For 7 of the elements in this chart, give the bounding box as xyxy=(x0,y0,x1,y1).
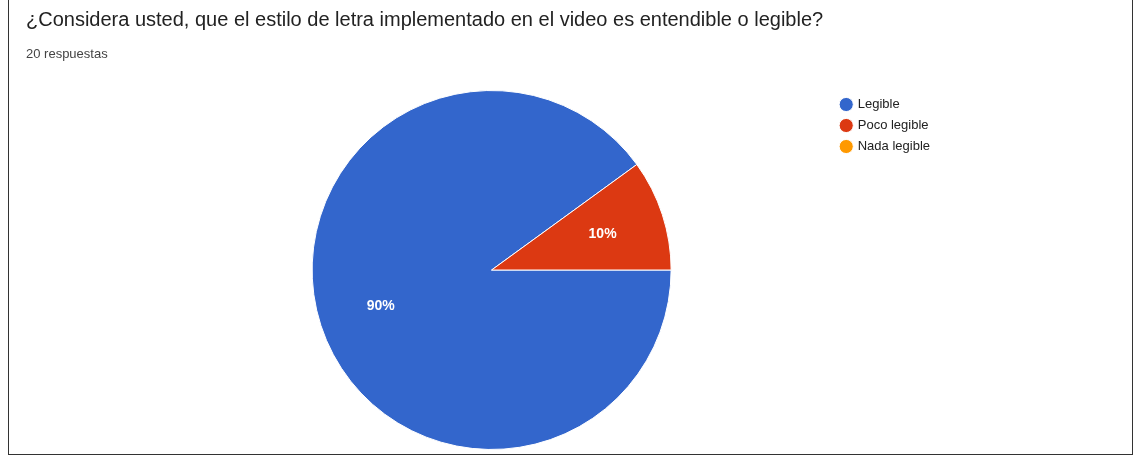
data-label: 10% xyxy=(588,224,618,241)
legend-label: Nada legible xyxy=(857,138,931,154)
text: 20 respuestas xyxy=(26,46,108,61)
legend-label: Legible xyxy=(857,96,900,112)
data-label: 90% xyxy=(366,296,396,313)
legend-label: Poco legible xyxy=(857,117,929,133)
chart-title: ¿Considera usted, que el estilo de letra implementado en el video es entendible o legible? xyxy=(26,8,824,31)
